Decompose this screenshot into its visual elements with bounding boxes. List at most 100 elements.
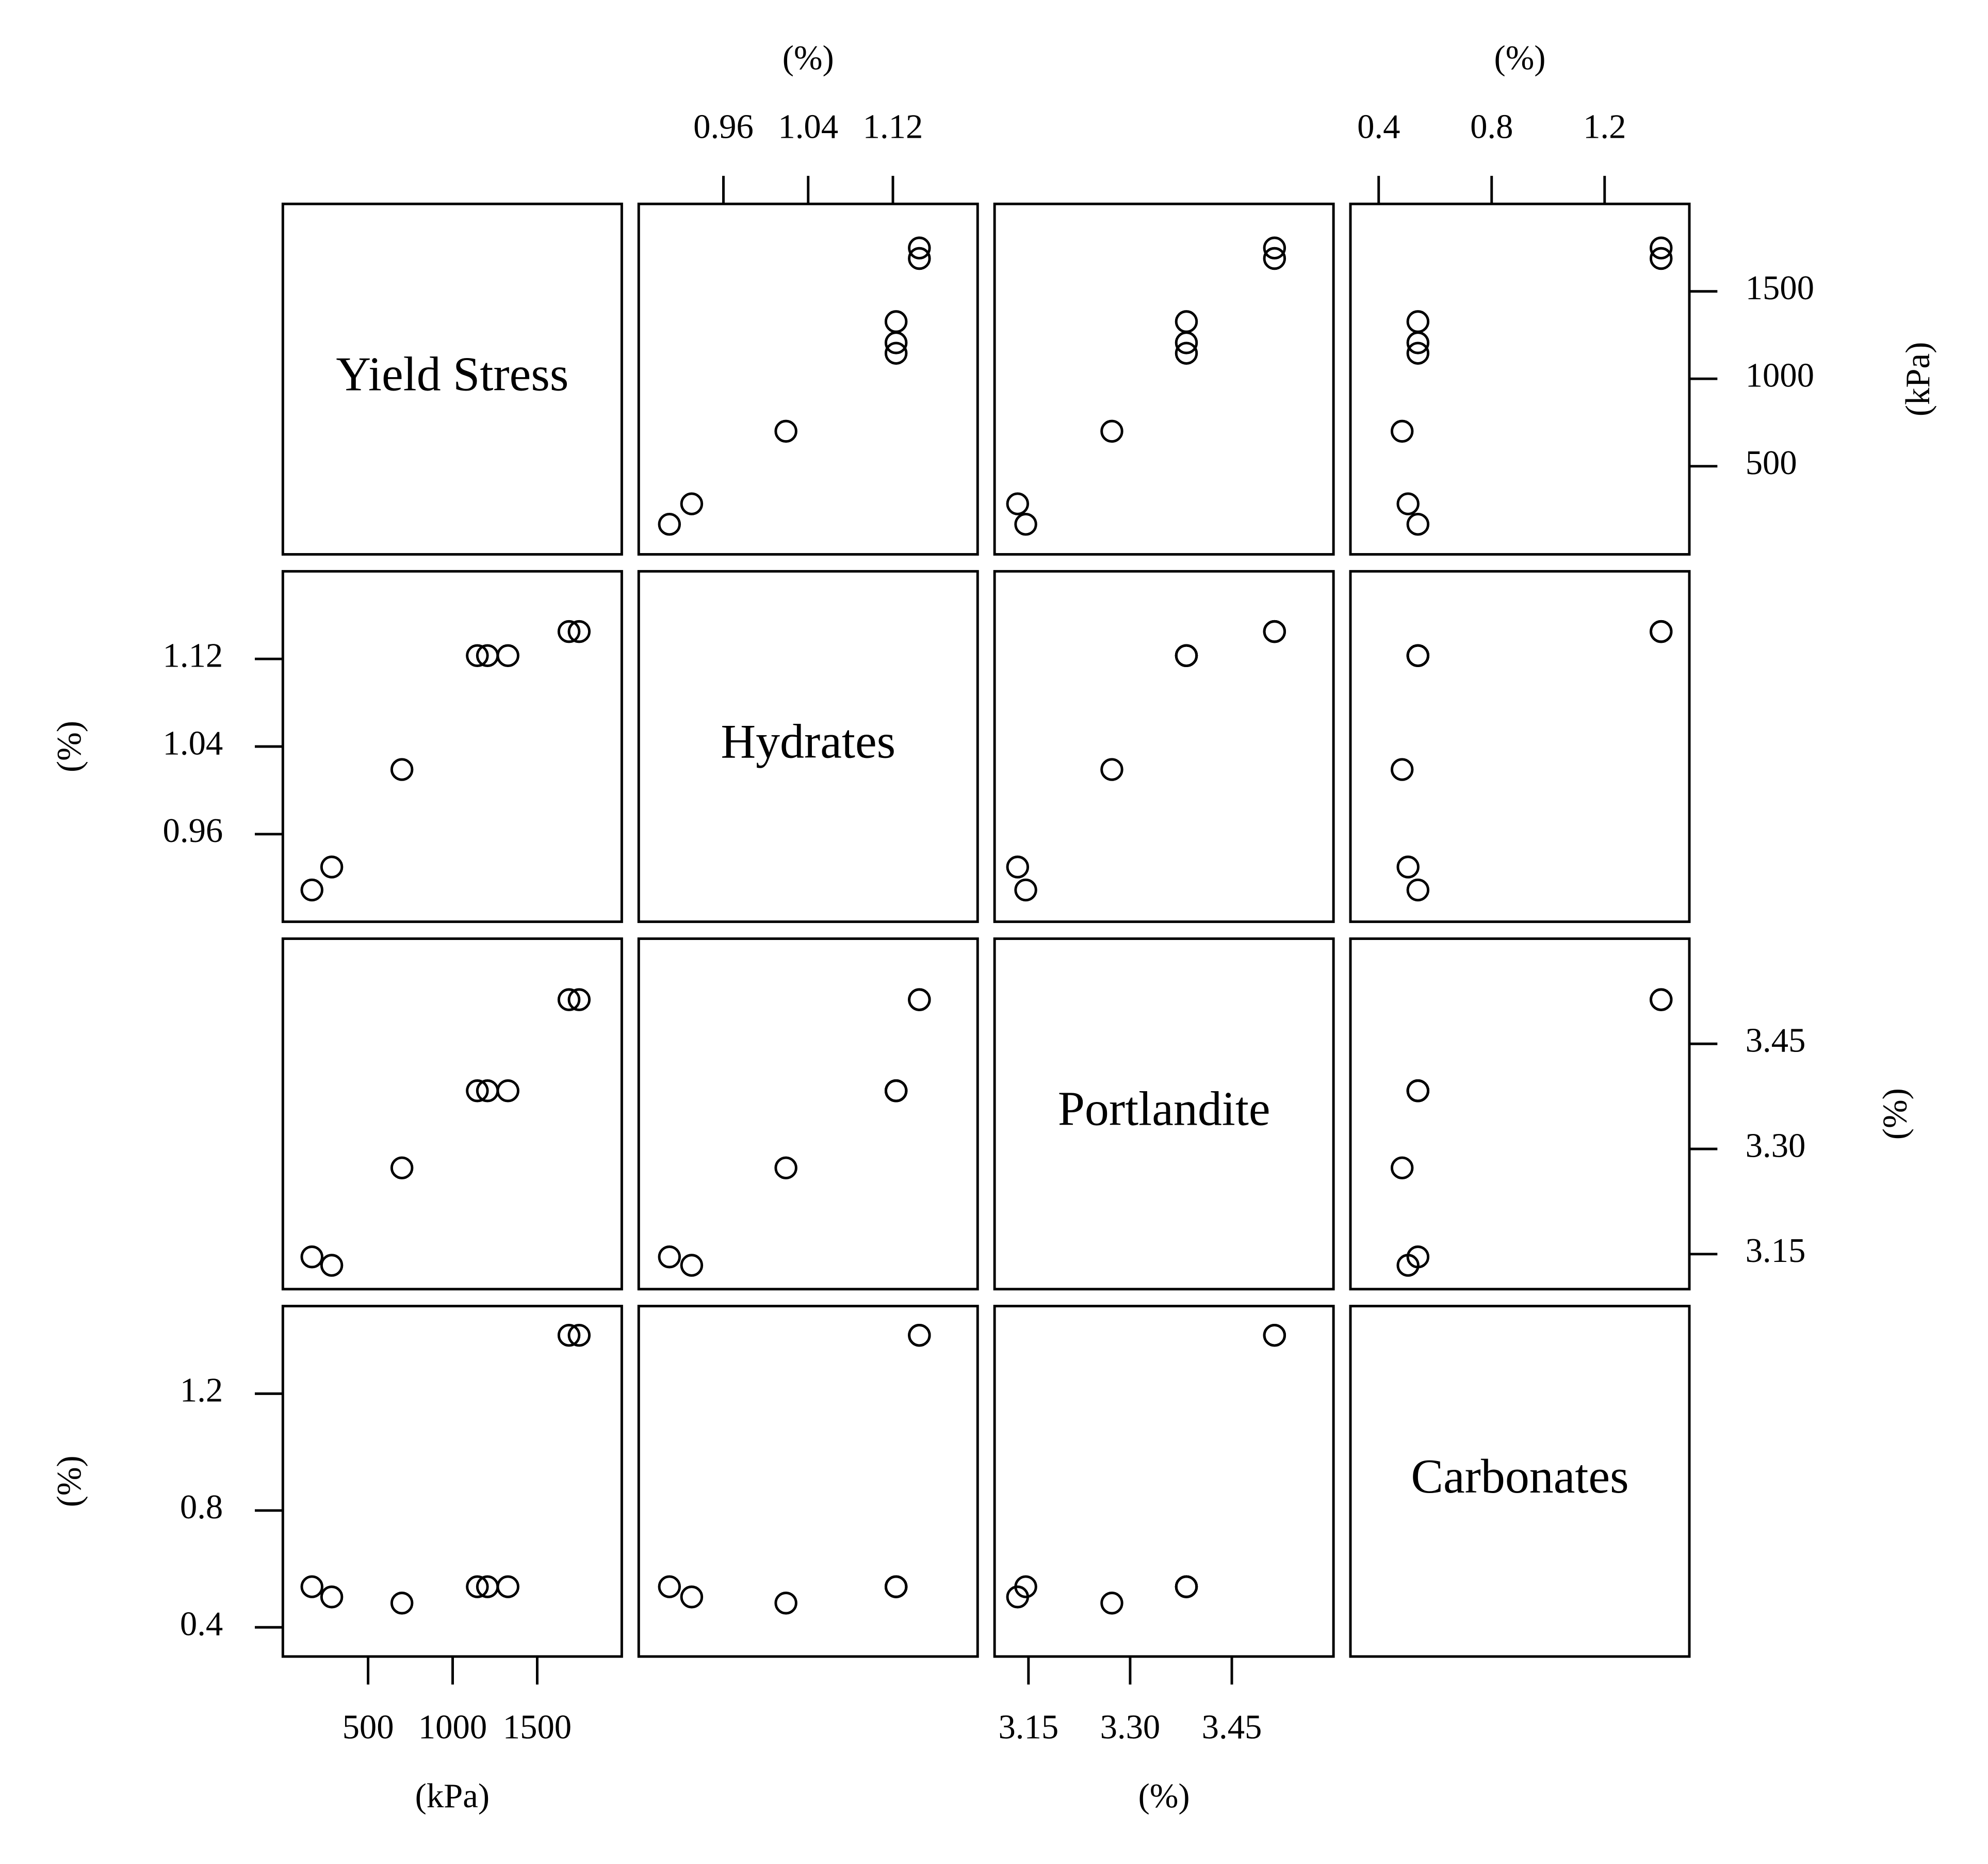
data-point bbox=[884, 1575, 908, 1598]
data-point bbox=[300, 878, 323, 902]
data-point bbox=[567, 1323, 591, 1347]
panel-frame bbox=[1349, 570, 1691, 923]
data-point bbox=[908, 247, 931, 270]
variable-name: Hydrates bbox=[721, 715, 895, 769]
x-axis-unit: (%) bbox=[1138, 1777, 1190, 1815]
x-tick-label: 1500 bbox=[503, 1708, 572, 1746]
x-tick-label: 0.96 bbox=[693, 108, 754, 145]
y-axis-unit: (%) bbox=[1876, 1088, 1914, 1140]
data-point bbox=[1406, 1079, 1430, 1103]
data-point bbox=[1406, 644, 1430, 668]
data-point bbox=[1175, 342, 1198, 365]
y-tick-label: 0.8 bbox=[180, 1488, 223, 1526]
data-point bbox=[1175, 310, 1198, 333]
x-tick-label: 3.30 bbox=[1100, 1708, 1161, 1746]
data-point bbox=[466, 644, 489, 668]
data-point bbox=[1390, 1156, 1414, 1179]
x-tick-label: 0.4 bbox=[1357, 108, 1400, 145]
data-point bbox=[680, 1585, 704, 1609]
panel-frame bbox=[281, 937, 623, 1291]
panel-frame bbox=[637, 1305, 979, 1658]
data-point bbox=[1100, 419, 1123, 443]
data-point bbox=[1014, 512, 1037, 536]
variable-name: Yield Stress bbox=[336, 347, 568, 401]
data-point bbox=[1263, 247, 1286, 270]
data-point bbox=[567, 620, 591, 643]
panel-frame bbox=[281, 1305, 623, 1658]
data-point bbox=[680, 492, 704, 515]
data-point bbox=[567, 988, 591, 1011]
data-point bbox=[1396, 1254, 1420, 1277]
panel-frame bbox=[1349, 937, 1691, 1291]
panel-frame bbox=[993, 202, 1335, 556]
data-point bbox=[908, 1323, 931, 1347]
data-point bbox=[1406, 310, 1430, 333]
data-point bbox=[1006, 855, 1030, 879]
data-point bbox=[320, 1254, 344, 1277]
data-point bbox=[1263, 620, 1286, 643]
y-axis-unit: (kPa) bbox=[1899, 342, 1937, 416]
x-tick-label: 3.15 bbox=[998, 1708, 1058, 1746]
data-point bbox=[774, 1592, 797, 1615]
panel-frame bbox=[993, 937, 1335, 1291]
data-point bbox=[774, 1156, 797, 1179]
data-point bbox=[884, 310, 908, 333]
y-tick-label: 1.04 bbox=[163, 724, 223, 762]
data-point bbox=[496, 644, 519, 668]
y-tick-label: 1.2 bbox=[180, 1372, 223, 1409]
x-tick-label: 1000 bbox=[418, 1708, 487, 1746]
y-tick-label: 1000 bbox=[1746, 357, 1814, 395]
y-axis-unit: (%) bbox=[51, 721, 88, 772]
data-point bbox=[1263, 236, 1286, 260]
y-tick-label: 0.96 bbox=[163, 812, 223, 850]
data-point bbox=[466, 1079, 489, 1103]
x-axis-unit: (%) bbox=[783, 39, 834, 77]
data-point bbox=[557, 1323, 581, 1347]
data-point bbox=[557, 620, 581, 643]
x-tick-label: 3.45 bbox=[1202, 1708, 1262, 1746]
x-tick-label: 1.04 bbox=[778, 108, 838, 145]
data-point bbox=[1175, 644, 1198, 668]
data-point bbox=[1390, 758, 1414, 781]
y-tick-label: 500 bbox=[1746, 444, 1797, 482]
data-point bbox=[496, 1575, 519, 1598]
data-point bbox=[1396, 492, 1420, 515]
data-point bbox=[496, 1079, 519, 1103]
data-point bbox=[1650, 247, 1673, 270]
panel-frame bbox=[993, 1305, 1335, 1658]
data-point bbox=[320, 1585, 344, 1609]
data-point bbox=[1406, 512, 1430, 536]
panel-frame bbox=[1349, 1305, 1691, 1658]
data-point bbox=[390, 1156, 414, 1179]
data-point bbox=[658, 1575, 681, 1598]
y-tick-label: 3.15 bbox=[1746, 1232, 1806, 1270]
data-point bbox=[1650, 988, 1673, 1011]
x-tick-label: 1.12 bbox=[863, 108, 923, 145]
y-tick-label: 1.12 bbox=[163, 637, 223, 674]
data-point bbox=[1006, 492, 1030, 515]
x-tick-label: 0.8 bbox=[1470, 108, 1513, 145]
data-point bbox=[390, 758, 414, 781]
data-point bbox=[658, 1245, 681, 1269]
data-point bbox=[1406, 878, 1430, 902]
data-point bbox=[1263, 1323, 1286, 1347]
data-point bbox=[557, 988, 581, 1011]
y-tick-label: 1500 bbox=[1746, 269, 1814, 307]
y-tick-label: 0.4 bbox=[180, 1606, 223, 1643]
data-point bbox=[466, 1575, 489, 1598]
data-point bbox=[884, 1079, 908, 1103]
data-point bbox=[1175, 1575, 1198, 1598]
variable-name: Portlandite bbox=[1058, 1082, 1270, 1136]
data-point bbox=[908, 236, 931, 260]
data-point bbox=[1006, 1585, 1030, 1609]
y-axis-unit: (%) bbox=[51, 1455, 88, 1507]
data-point bbox=[1100, 758, 1123, 781]
panel-frame bbox=[637, 937, 979, 1291]
data-point bbox=[390, 1592, 414, 1615]
y-tick-label: 3.30 bbox=[1746, 1127, 1806, 1164]
data-point bbox=[884, 342, 908, 365]
data-point bbox=[1390, 419, 1414, 443]
variable-name: Carbonates bbox=[1411, 1450, 1628, 1503]
data-point bbox=[1650, 236, 1673, 260]
data-point bbox=[320, 855, 344, 879]
